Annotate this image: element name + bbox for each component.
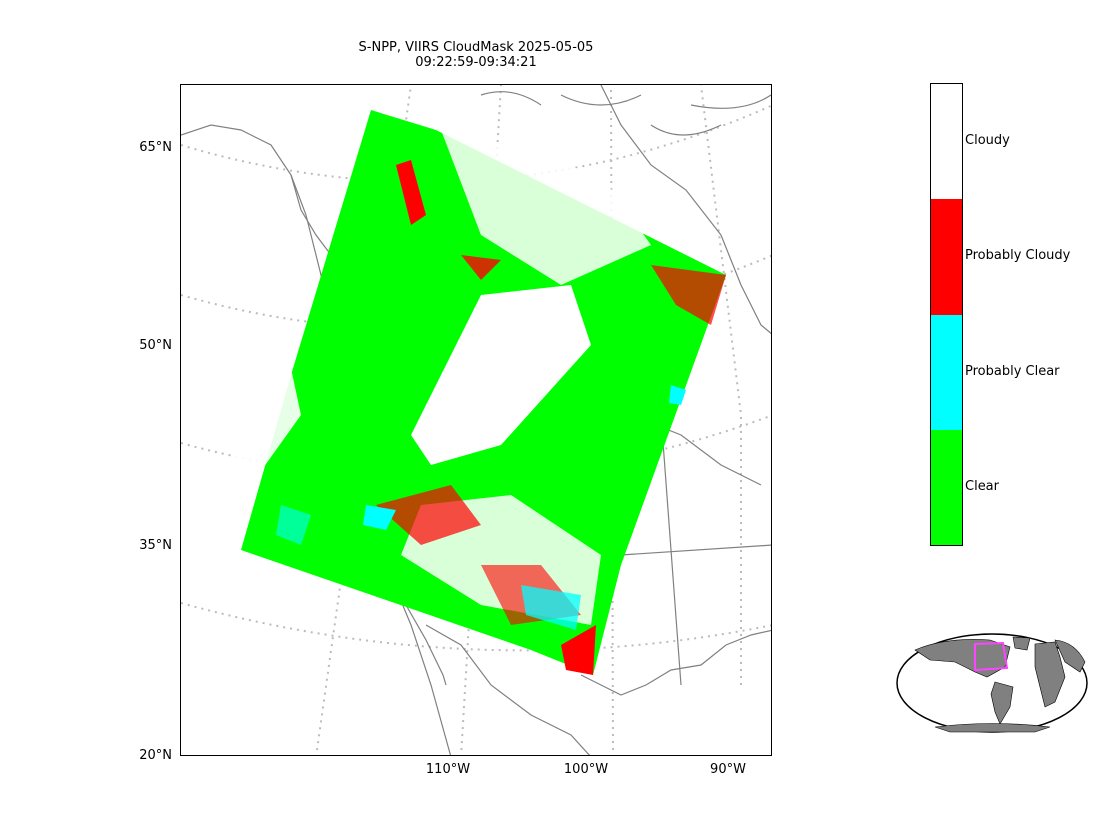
colorbar-label-probably-clear: Probably Clear xyxy=(965,364,1060,379)
globe-land xyxy=(914,636,1086,733)
swath-probcloudy-3 xyxy=(376,485,481,545)
colorbar-segment-probably-clear xyxy=(931,314,962,430)
swath-probcloudy-6 xyxy=(461,255,501,280)
swath-probcloudy-5 xyxy=(561,625,596,675)
colorbar-label-cloudy: Cloudy xyxy=(965,133,1010,148)
swath-probclear-4 xyxy=(669,385,686,405)
graticule-lon-120 xyxy=(315,85,412,755)
graticule-lat-30 xyxy=(181,602,771,652)
inset-globe xyxy=(896,633,1088,733)
swath-cloudy-w xyxy=(231,345,301,485)
swath-cloudy-band xyxy=(411,285,591,465)
swath-cloudy-ne xyxy=(441,130,651,285)
map-title-line2: 09:22:59-09:34:21 xyxy=(415,55,537,70)
lat-label-35: 35°N xyxy=(139,538,172,553)
globe-asia xyxy=(1054,639,1086,673)
lat-label-50: 50°N xyxy=(139,338,172,353)
colorbar-segment-cloudy xyxy=(931,84,962,200)
colorbar xyxy=(930,83,963,546)
graticule-lon-90 xyxy=(700,85,742,685)
colorbar-label-clear: Clear xyxy=(965,479,999,494)
swath-probclear-3 xyxy=(276,505,311,545)
alaska-coast xyxy=(181,124,332,256)
globe-europe-africa xyxy=(1034,641,1066,708)
globe-swath-footprint xyxy=(974,641,1009,672)
arctic-islands xyxy=(480,91,771,136)
globe-antarctica xyxy=(934,723,1051,733)
swath-probclear-2 xyxy=(521,585,581,630)
lon-label-100w: 100°W xyxy=(563,762,609,777)
swath-probcloudy-2 xyxy=(651,265,726,325)
graticule-lat-40 xyxy=(181,254,771,331)
map-canvas xyxy=(181,85,771,755)
lat-label-20: 20°N xyxy=(139,748,172,763)
viirs-swath xyxy=(231,110,726,675)
colorbar-label-probably-cloudy: Probably Cloudy xyxy=(965,248,1071,263)
globe-north-america xyxy=(914,639,1011,678)
hudson-bay xyxy=(600,85,771,335)
gulf-coast xyxy=(580,629,771,696)
lat-label-65: 65°N xyxy=(139,140,172,155)
swath-probcloudy-1 xyxy=(396,160,426,225)
lon-label-90w: 90°W xyxy=(710,762,746,777)
colorbar-segment-probably-cloudy xyxy=(931,199,962,315)
map-panel xyxy=(180,84,772,756)
mexico-coast xyxy=(425,624,590,755)
globe-greenland xyxy=(1012,636,1031,651)
swath-probclear-1 xyxy=(363,505,396,530)
colorbar-segment-clear xyxy=(931,429,962,545)
lon-label-110w: 110°W xyxy=(425,762,471,777)
map-title-line1: S-NPP, VIIRS CloudMask 2025-05-05 xyxy=(358,40,594,55)
